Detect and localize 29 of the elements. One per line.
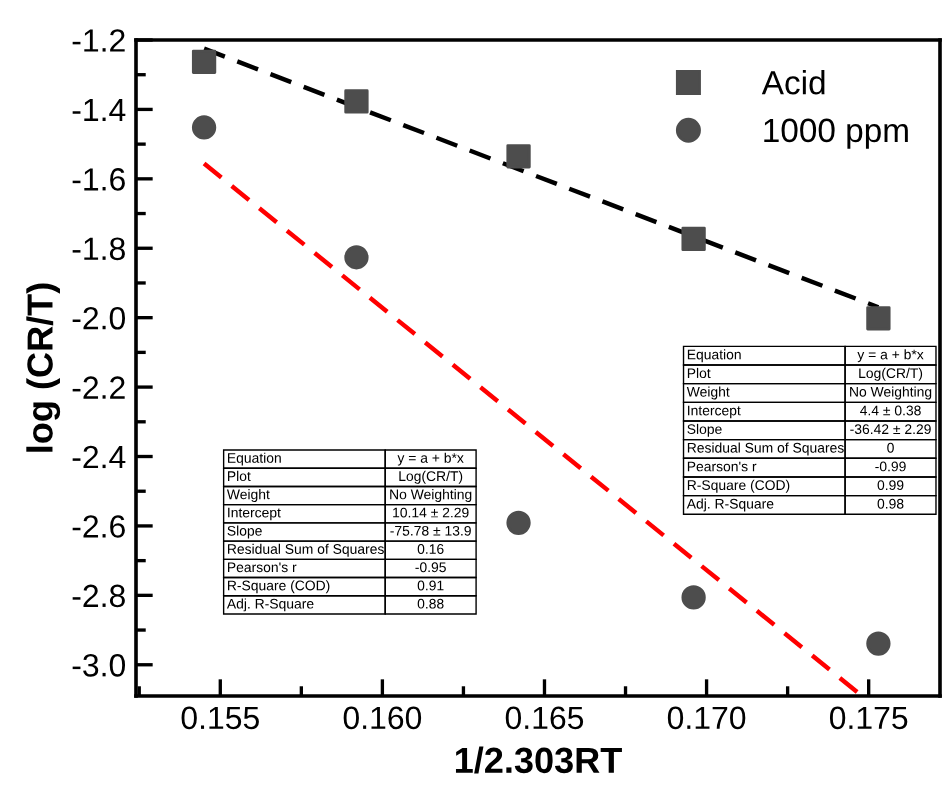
x-tick-label: 0.160: [343, 706, 422, 730]
y-tick-label: -2.4: [72, 445, 126, 469]
point: [506, 144, 531, 169]
point: [506, 510, 531, 535]
point: [681, 585, 706, 610]
legend-label: Acid: [761, 70, 825, 95]
y-tick-label: -2.0: [72, 306, 126, 330]
point: [344, 89, 369, 114]
point: [191, 115, 217, 140]
point: [866, 306, 891, 331]
point: [866, 631, 891, 656]
y-axis-title: log (CR/T): [26, 283, 61, 452]
legend-label: 1000 ppm: [764, 118, 908, 149]
y-tick-label: -1.4: [72, 99, 126, 121]
y-tick-label: -3.0: [72, 654, 126, 677]
x-tick-label: 0.170: [667, 706, 746, 730]
x-tick-label: 0.165: [505, 706, 584, 730]
y-tick-label: -1.8: [72, 237, 125, 261]
x-tick-label: 0.175: [829, 706, 908, 730]
y-tick-label: -1.2: [72, 29, 125, 52]
y-tick-label: -2.8: [72, 584, 125, 608]
x-axis-title: 1/2.303RT: [455, 746, 622, 774]
point: [681, 226, 706, 252]
x-tick-label: 0.155: [181, 706, 259, 730]
point: [191, 49, 217, 75]
y-tick-label: -2.2: [72, 376, 125, 399]
y-tick-label: -1.6: [72, 168, 125, 191]
point: [344, 245, 369, 270]
y-tick-label: -2.6: [72, 515, 125, 538]
